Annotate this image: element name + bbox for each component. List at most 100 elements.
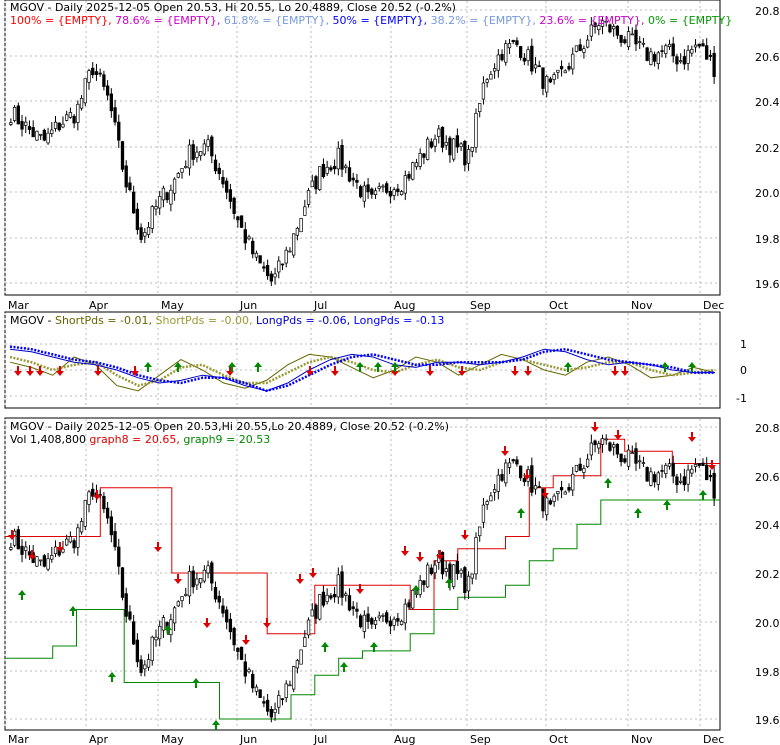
candle-body	[701, 462, 705, 466]
candle-body	[9, 122, 13, 125]
p1-ytick: 20.6	[755, 51, 780, 64]
candle-body	[113, 531, 117, 548]
candle-body	[303, 637, 307, 647]
arrow-head	[416, 557, 424, 562]
candle-body	[425, 138, 430, 160]
candle-body	[645, 467, 649, 482]
candle-body	[314, 176, 318, 190]
arrow-head	[309, 573, 317, 578]
candle-body	[42, 129, 46, 141]
candle-body	[143, 664, 147, 670]
arrow-head	[445, 578, 453, 583]
candle-body	[697, 43, 701, 47]
candle-body	[318, 594, 322, 620]
p1-ytick: 20.0	[755, 187, 780, 200]
candle-body	[273, 708, 277, 713]
candle-body	[504, 43, 508, 63]
oscillator-line	[9, 353, 716, 392]
arrow-head	[14, 371, 22, 376]
candle-body	[433, 564, 437, 574]
sell-arrow	[611, 366, 619, 376]
candle-body	[120, 567, 125, 598]
candle-body	[202, 569, 207, 582]
candle-body	[329, 167, 333, 171]
candle-body	[690, 49, 694, 54]
candle-body	[682, 56, 687, 65]
candle-body	[697, 463, 701, 466]
candle-body	[258, 255, 262, 264]
candle-body	[366, 184, 370, 193]
legend-entry: 0% = {EMPTY}	[645, 14, 733, 27]
candle-body	[61, 548, 65, 553]
p1-ytick: 20.4	[755, 96, 780, 109]
candle-body	[172, 178, 177, 194]
panel3-title: MGOV - Daily 2025-12-05 Open 20.53,Hi 20…	[10, 420, 449, 433]
arrow-head	[108, 672, 116, 677]
candle-body	[518, 465, 523, 479]
arrow-head	[154, 547, 162, 552]
arrow-head	[356, 589, 364, 594]
arrow-head	[321, 642, 329, 647]
x-tick-label: Nov	[631, 299, 653, 312]
candle-body	[626, 449, 631, 467]
candle-body	[135, 208, 140, 230]
candle-body	[377, 615, 381, 619]
candle-body	[150, 206, 154, 229]
arrow-head	[699, 490, 707, 495]
arrow-head	[517, 508, 525, 513]
candle-body	[559, 66, 564, 70]
candle-body	[76, 103, 80, 123]
candle-body	[83, 500, 87, 527]
panel1-legend: 100% = {EMPTY}, 78.6% = {EMPTY}, 61.8% =…	[10, 14, 732, 27]
candle-body	[422, 580, 426, 586]
buy-arrow	[634, 508, 642, 518]
candle-body	[612, 26, 616, 30]
candle-body	[150, 636, 154, 661]
candle-body	[146, 659, 151, 668]
candle-body	[470, 147, 474, 152]
candle-body	[444, 568, 448, 573]
panel2-arrows	[14, 362, 696, 376]
sell-arrow	[203, 618, 211, 628]
arrow-head	[144, 362, 152, 367]
arrow-head	[614, 435, 622, 440]
p3-ytick: 20.8	[755, 422, 780, 435]
candle-body	[65, 538, 69, 546]
candle-body	[135, 639, 140, 663]
candle-body	[284, 683, 288, 698]
candle-body	[57, 122, 61, 131]
sell-arrow	[614, 430, 622, 440]
candle-body	[336, 147, 340, 170]
candle-body	[292, 233, 296, 256]
x-tick-label: Aug	[394, 733, 415, 745]
candle-body	[641, 42, 646, 45]
sell-arrow	[8, 530, 16, 540]
candle-body	[46, 132, 50, 144]
candle-body	[489, 495, 493, 502]
candle-body	[418, 580, 422, 595]
x-tick-label: Jul	[313, 733, 327, 745]
candle-body	[117, 546, 121, 567]
candle-body	[511, 459, 515, 462]
legend-entry: 61.8% = {EMPTY},	[220, 14, 329, 27]
candle-body	[83, 78, 87, 104]
candle-body	[411, 589, 415, 609]
candle-body	[444, 142, 448, 146]
candle-body	[630, 33, 634, 36]
x-tick-label: Jun	[239, 733, 257, 745]
candle-body	[600, 438, 605, 445]
candle-body	[362, 614, 367, 632]
candle-body	[656, 52, 660, 65]
candle-body	[403, 603, 407, 624]
candle-body	[481, 82, 486, 100]
arrow-head	[524, 371, 532, 376]
legend-entry: LongPds = -0.13	[350, 314, 444, 327]
sell-arrow	[306, 366, 314, 376]
candle-body	[485, 501, 489, 505]
candle-body	[459, 569, 463, 574]
arrow-head	[28, 555, 36, 560]
arrow-head	[391, 362, 399, 367]
candle-body	[515, 40, 519, 45]
candle-body	[321, 164, 326, 177]
candle-body	[277, 695, 281, 708]
